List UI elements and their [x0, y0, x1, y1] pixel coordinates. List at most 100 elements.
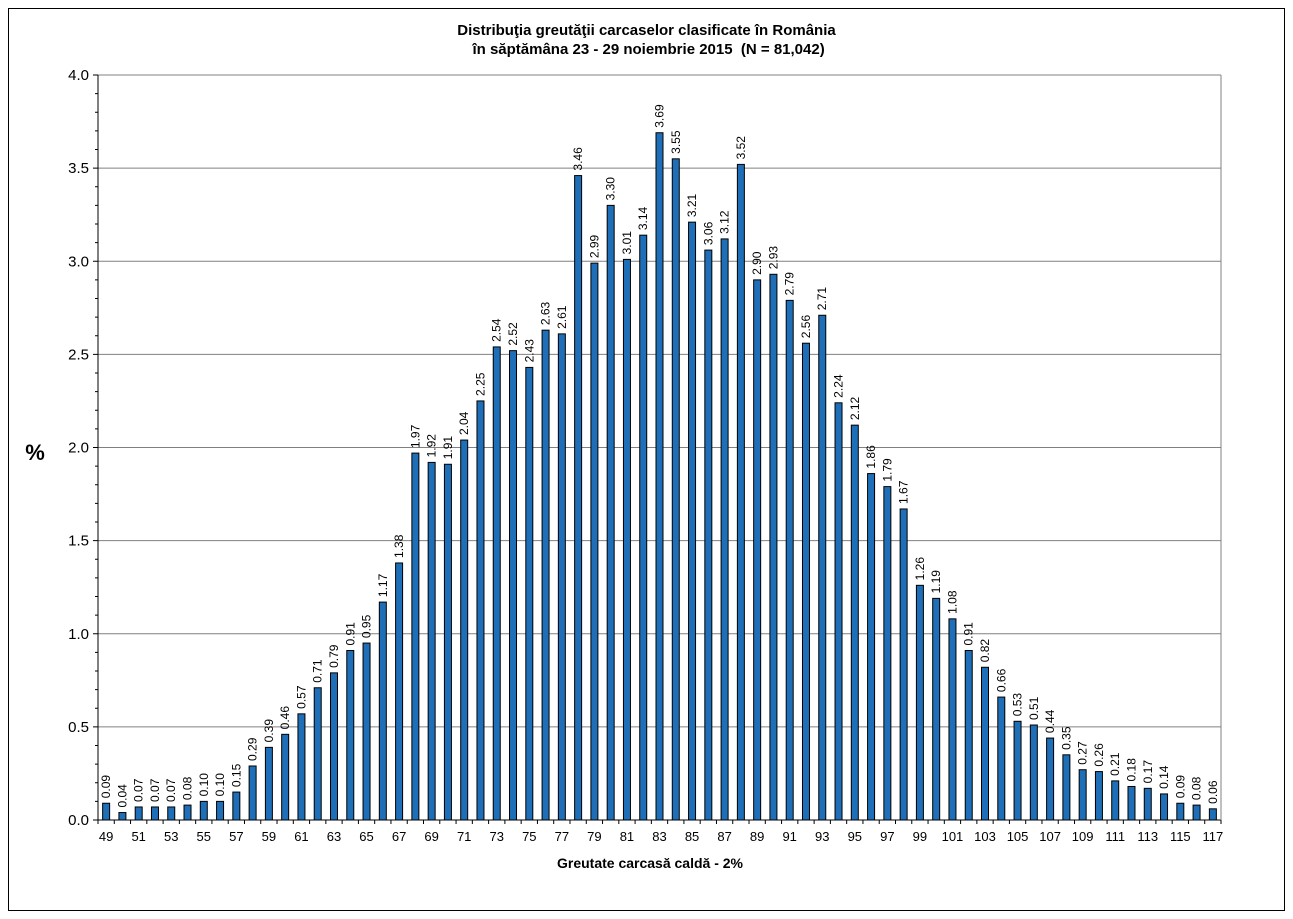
- data-label-50: 0.04: [115, 784, 129, 808]
- bar-98: [899, 508, 908, 821]
- y-tick-label: 2.0: [68, 440, 89, 457]
- bar-90: [769, 273, 778, 821]
- bar-89: [753, 279, 762, 821]
- data-label-112: 0.18: [1124, 758, 1138, 782]
- data-label-91: 2.79: [783, 272, 797, 296]
- x-tick-label: 63: [327, 829, 341, 844]
- data-label-61: 0.57: [294, 685, 308, 709]
- data-label-83: 3.69: [653, 104, 667, 128]
- data-label-75: 2.43: [522, 339, 536, 363]
- bar-111: [1111, 780, 1120, 821]
- bar-49: [102, 802, 111, 821]
- data-label-116: 0.08: [1190, 776, 1204, 800]
- bar-114: [1160, 793, 1169, 821]
- data-label-88: 3.52: [734, 136, 748, 160]
- bar-55: [199, 800, 208, 821]
- x-tick-label: 83: [652, 829, 666, 844]
- x-tick-label: 67: [392, 829, 406, 844]
- bar-58: [248, 765, 257, 821]
- x-tick-label: 109: [1072, 829, 1094, 844]
- x-tick-label: 77: [555, 829, 569, 844]
- x-tick-label: 73: [490, 829, 504, 844]
- x-tick-label: 93: [815, 829, 829, 844]
- data-label-87: 3.12: [718, 210, 732, 234]
- bar-50: [118, 812, 127, 821]
- data-label-57: 0.15: [229, 763, 243, 787]
- bar-105: [1013, 720, 1022, 821]
- data-label-89: 2.90: [750, 251, 764, 275]
- bar-101: [948, 618, 957, 821]
- data-label-102: 0.91: [962, 622, 976, 646]
- data-label-78: 3.46: [571, 147, 585, 171]
- bar-78: [574, 175, 583, 821]
- x-tick-label: 55: [197, 829, 211, 844]
- x-tick-label: 61: [294, 829, 308, 844]
- bar-51: [134, 806, 143, 821]
- bar-113: [1143, 787, 1152, 821]
- bar-75: [525, 366, 534, 821]
- y-tick-label: 1.5: [68, 533, 89, 550]
- data-label-52: 0.07: [148, 778, 162, 802]
- x-tick-label: 103: [974, 829, 996, 844]
- data-label-99: 1.26: [913, 557, 927, 581]
- y-tick-label: 0.5: [68, 719, 89, 736]
- data-label-60: 0.46: [278, 706, 292, 730]
- data-label-59: 0.39: [262, 719, 276, 743]
- data-label-77: 2.61: [555, 305, 569, 329]
- data-label-101: 1.08: [945, 590, 959, 614]
- data-label-63: 0.79: [327, 644, 341, 668]
- bar-77: [557, 333, 566, 821]
- x-tick-label: 105: [1007, 829, 1029, 844]
- data-label-64: 0.91: [343, 622, 357, 646]
- x-tick-label: 115: [1170, 829, 1191, 844]
- data-label-68: 1.97: [408, 424, 422, 448]
- x-tick-label: 117: [1202, 829, 1223, 844]
- data-labels: 0.09 0.04 0.07 0.07 0.07 0.08 0.10 0.10 0.150.29…: [99, 104, 1220, 807]
- y-tick-label: 3.5: [68, 160, 89, 177]
- data-label-76: 2.63: [539, 301, 553, 325]
- bar-52: [150, 806, 159, 821]
- data-label-84: 3.55: [669, 130, 683, 154]
- data-label-111: 0.21: [1108, 752, 1122, 776]
- bar-81: [622, 258, 631, 821]
- bar-95: [850, 424, 859, 821]
- x-tick-label: 71: [457, 829, 471, 844]
- data-label-81: 3.01: [620, 231, 634, 255]
- x-tick-label: 89: [750, 829, 764, 844]
- data-label-73: 2.54: [490, 318, 504, 342]
- bar-65: [362, 642, 371, 821]
- bar-57: [232, 791, 241, 821]
- bar-59: [264, 746, 273, 821]
- y-tick-label: 0.0: [68, 812, 89, 829]
- bar-54: [183, 804, 192, 821]
- data-label-51: 0.07: [132, 778, 146, 802]
- data-label-115: 0.09: [1173, 775, 1187, 799]
- x-tick-label: 95: [848, 829, 862, 844]
- bar-66: [378, 601, 387, 821]
- bar-110: [1094, 771, 1103, 821]
- data-label-62: 0.71: [311, 659, 325, 683]
- data-label-49: 0.09: [99, 775, 113, 799]
- x-tick-label: 57: [229, 829, 243, 844]
- bar-92: [801, 342, 810, 821]
- data-label-100: 1.19: [929, 570, 943, 594]
- x-axis-label: Greutate carcasă caldă - 2%: [557, 855, 744, 871]
- data-label-90: 2.93: [766, 246, 780, 270]
- bar-100: [932, 597, 941, 821]
- y-tick-label: 3.0: [68, 253, 89, 270]
- data-label-107: 0.44: [1043, 709, 1057, 733]
- x-tick-label: 113: [1137, 829, 1158, 844]
- bar-61: [297, 713, 306, 821]
- chart-title: Distribuţia greutăţii carcaselor clasifi…: [9, 21, 1284, 59]
- x-tick-label: 107: [1039, 829, 1061, 844]
- bar-107: [1046, 737, 1055, 821]
- data-label-66: 1.17: [376, 573, 390, 597]
- y-tick-label: 4.0: [68, 67, 89, 84]
- data-label-74: 2.52: [506, 322, 520, 346]
- data-label-106: 0.51: [1027, 696, 1041, 720]
- data-label-56: 0.10: [213, 773, 227, 797]
- bar-116: [1192, 804, 1201, 821]
- axes: 0.0 0.5 1.0 1.5 2.0 2.5 3.0 3.5 4.0 49 51 53 55 57 59 6…: [68, 67, 1223, 844]
- bar-97: [883, 486, 892, 821]
- bar-74: [509, 350, 518, 821]
